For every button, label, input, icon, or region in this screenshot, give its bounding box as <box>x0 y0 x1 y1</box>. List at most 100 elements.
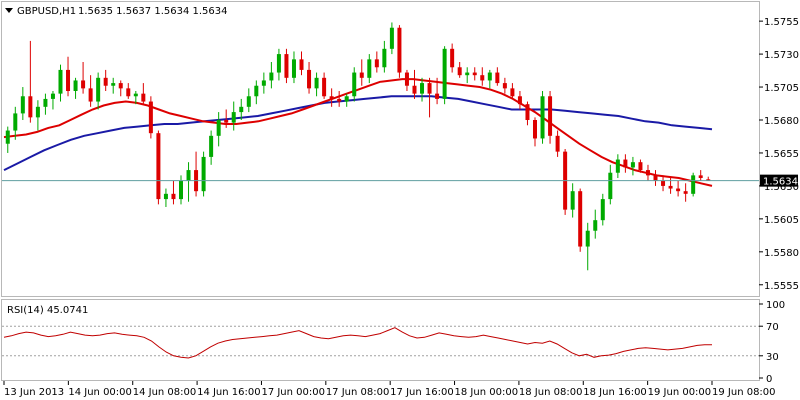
candle-body <box>171 193 176 200</box>
rsi-tick-label: 30 <box>766 352 779 363</box>
symbol-label: GBPUSD,H1 <box>17 6 76 17</box>
candle-body <box>540 96 545 139</box>
candle-body <box>578 191 583 247</box>
candle-body <box>216 120 221 136</box>
candle-body <box>450 48 455 68</box>
candle-body <box>442 48 447 99</box>
candle-body <box>367 59 372 78</box>
time-tick-label: 14 Jun 08:00 <box>133 387 197 398</box>
candle-body <box>691 175 696 194</box>
candle-body <box>179 180 183 200</box>
candle-body <box>73 80 78 91</box>
price-tick-label: 1.5705 <box>764 83 799 94</box>
candle-body <box>585 230 590 247</box>
candle-body <box>472 72 477 76</box>
candle-body <box>487 72 492 81</box>
ma-fast-line <box>3 78 713 187</box>
candle-body <box>224 120 229 123</box>
candle-body <box>608 172 613 200</box>
candle-body <box>623 159 628 168</box>
candle-body <box>329 96 334 99</box>
candle-body <box>683 191 688 194</box>
price-tick-label: 1.5605 <box>764 215 799 226</box>
candle-body <box>269 72 274 81</box>
candle-body <box>58 69 63 94</box>
candle-body <box>435 93 440 99</box>
rsi-panel-frame <box>1 299 760 381</box>
candle-body <box>201 156 206 192</box>
candle-body <box>20 96 25 114</box>
candle-body <box>81 80 86 89</box>
candle-body <box>66 69 71 91</box>
candle-body <box>88 88 93 102</box>
candle-body <box>525 104 530 120</box>
candle-body <box>555 135 560 152</box>
candle-body <box>352 72 357 97</box>
candle-body <box>118 83 123 89</box>
price-tick-label: 1.5555 <box>764 281 799 292</box>
candle-body <box>209 135 214 157</box>
candle-body <box>502 83 507 89</box>
price-tick-label: 1.5655 <box>764 149 799 160</box>
candle-body <box>254 85 259 97</box>
candle-body <box>638 162 643 171</box>
candle-body <box>35 106 40 118</box>
candle-body <box>615 159 620 173</box>
candle-body <box>382 48 387 68</box>
candle-body <box>307 69 312 89</box>
candle-body <box>397 27 402 73</box>
candle-body <box>231 112 236 123</box>
candle-body <box>457 67 462 76</box>
rsi-line <box>3 327 712 359</box>
candle-body <box>261 80 266 86</box>
price-marker-bg <box>760 174 798 187</box>
candle-body <box>43 98 48 107</box>
candle-body <box>645 170 650 176</box>
candle-body <box>661 180 666 186</box>
price-marker-label: 1.5634 <box>763 177 798 188</box>
rsi-tick-label: 70 <box>766 322 779 333</box>
candle-body <box>133 93 138 97</box>
time-tick-label: 14 Jun 16:00 <box>197 387 261 398</box>
price-tick-label: 1.5730 <box>764 50 799 61</box>
time-tick-label: 14 Jun 00:00 <box>68 387 132 398</box>
candle-body <box>404 72 409 86</box>
candle-body <box>5 130 10 144</box>
candle-body <box>111 83 116 86</box>
candle-body <box>593 220 598 231</box>
rsi-tick-label: 100 <box>766 300 785 311</box>
candle-body <box>148 101 153 134</box>
candle-body <box>465 72 470 76</box>
time-tick-label: 17 Jun 16:00 <box>390 387 454 398</box>
rsi-label: RSI(14) 45.0741 <box>7 305 88 316</box>
time-tick-label: 19 Jun 00:00 <box>648 387 712 398</box>
candle-body <box>570 191 575 210</box>
candle-body <box>276 54 281 73</box>
candle-body <box>630 162 635 168</box>
candle-body <box>50 93 55 99</box>
time-tick-label: 18 Jun 16:00 <box>583 387 647 398</box>
price-tick-label: 1.5580 <box>764 248 799 259</box>
candle-body <box>284 54 289 78</box>
candle-body <box>103 77 108 86</box>
candle-body <box>359 72 364 78</box>
candle-body <box>314 77 319 89</box>
time-tick-label: 18 Jun 00:00 <box>455 387 519 398</box>
time-tick-label: 18 Jun 08:00 <box>519 387 583 398</box>
candle-body <box>517 96 522 105</box>
time-tick-label: 17 Jun 00:00 <box>261 387 325 398</box>
candle-body <box>389 27 394 49</box>
ohlc-values: 1.5635 1.5637 1.5634 1.5634 <box>78 6 228 17</box>
candle-body <box>156 133 161 200</box>
dropdown-triangle-icon[interactable] <box>5 8 13 13</box>
candle-body <box>480 75 485 81</box>
price-tick-label: 1.5755 <box>764 17 799 28</box>
rsi-axis: 100 70 30 0 <box>759 300 785 385</box>
candle-body <box>698 175 703 178</box>
candle-body <box>96 77 101 102</box>
candle-body <box>653 175 658 181</box>
candle-body <box>13 113 18 131</box>
time-axis: 13 Jun 2013 14 Jun 00:00 14 Jun 08:00 14 Ju… <box>3 381 776 398</box>
price-axis: 1.57551.57301.57051.56801.56551.56301.56… <box>759 17 799 292</box>
